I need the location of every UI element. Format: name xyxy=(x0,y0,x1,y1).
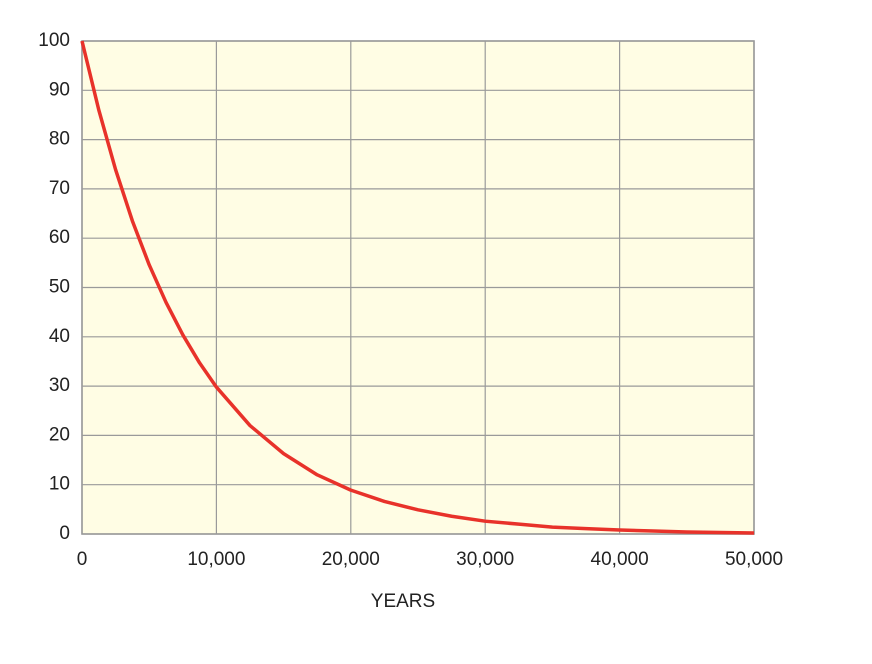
y-tick-label: 0 xyxy=(59,523,70,544)
x-tick-label: 20,000 xyxy=(322,549,380,570)
y-tick-label: 90 xyxy=(49,79,70,100)
x-tick-label: 0 xyxy=(77,549,88,570)
y-tick-label: 20 xyxy=(49,424,70,445)
y-tick-label: 70 xyxy=(49,178,70,199)
y-tick-label: 30 xyxy=(49,375,70,396)
x-tick-label: 30,000 xyxy=(456,549,514,570)
y-tick-label: 10 xyxy=(49,474,70,495)
y-tick-label: 60 xyxy=(49,227,70,248)
x-tick-label: 50,000 xyxy=(725,549,783,570)
y-tick-label: 40 xyxy=(49,326,70,347)
line xyxy=(80,40,755,535)
x-tick-label: 10,000 xyxy=(187,549,245,570)
y-tick-label: 80 xyxy=(49,129,70,150)
y-tick-label: 100 xyxy=(38,30,70,51)
x-tick-label: 40,000 xyxy=(591,549,649,570)
y-tick-label: 50 xyxy=(49,277,70,298)
x-axis-label: YEARS xyxy=(371,591,435,612)
